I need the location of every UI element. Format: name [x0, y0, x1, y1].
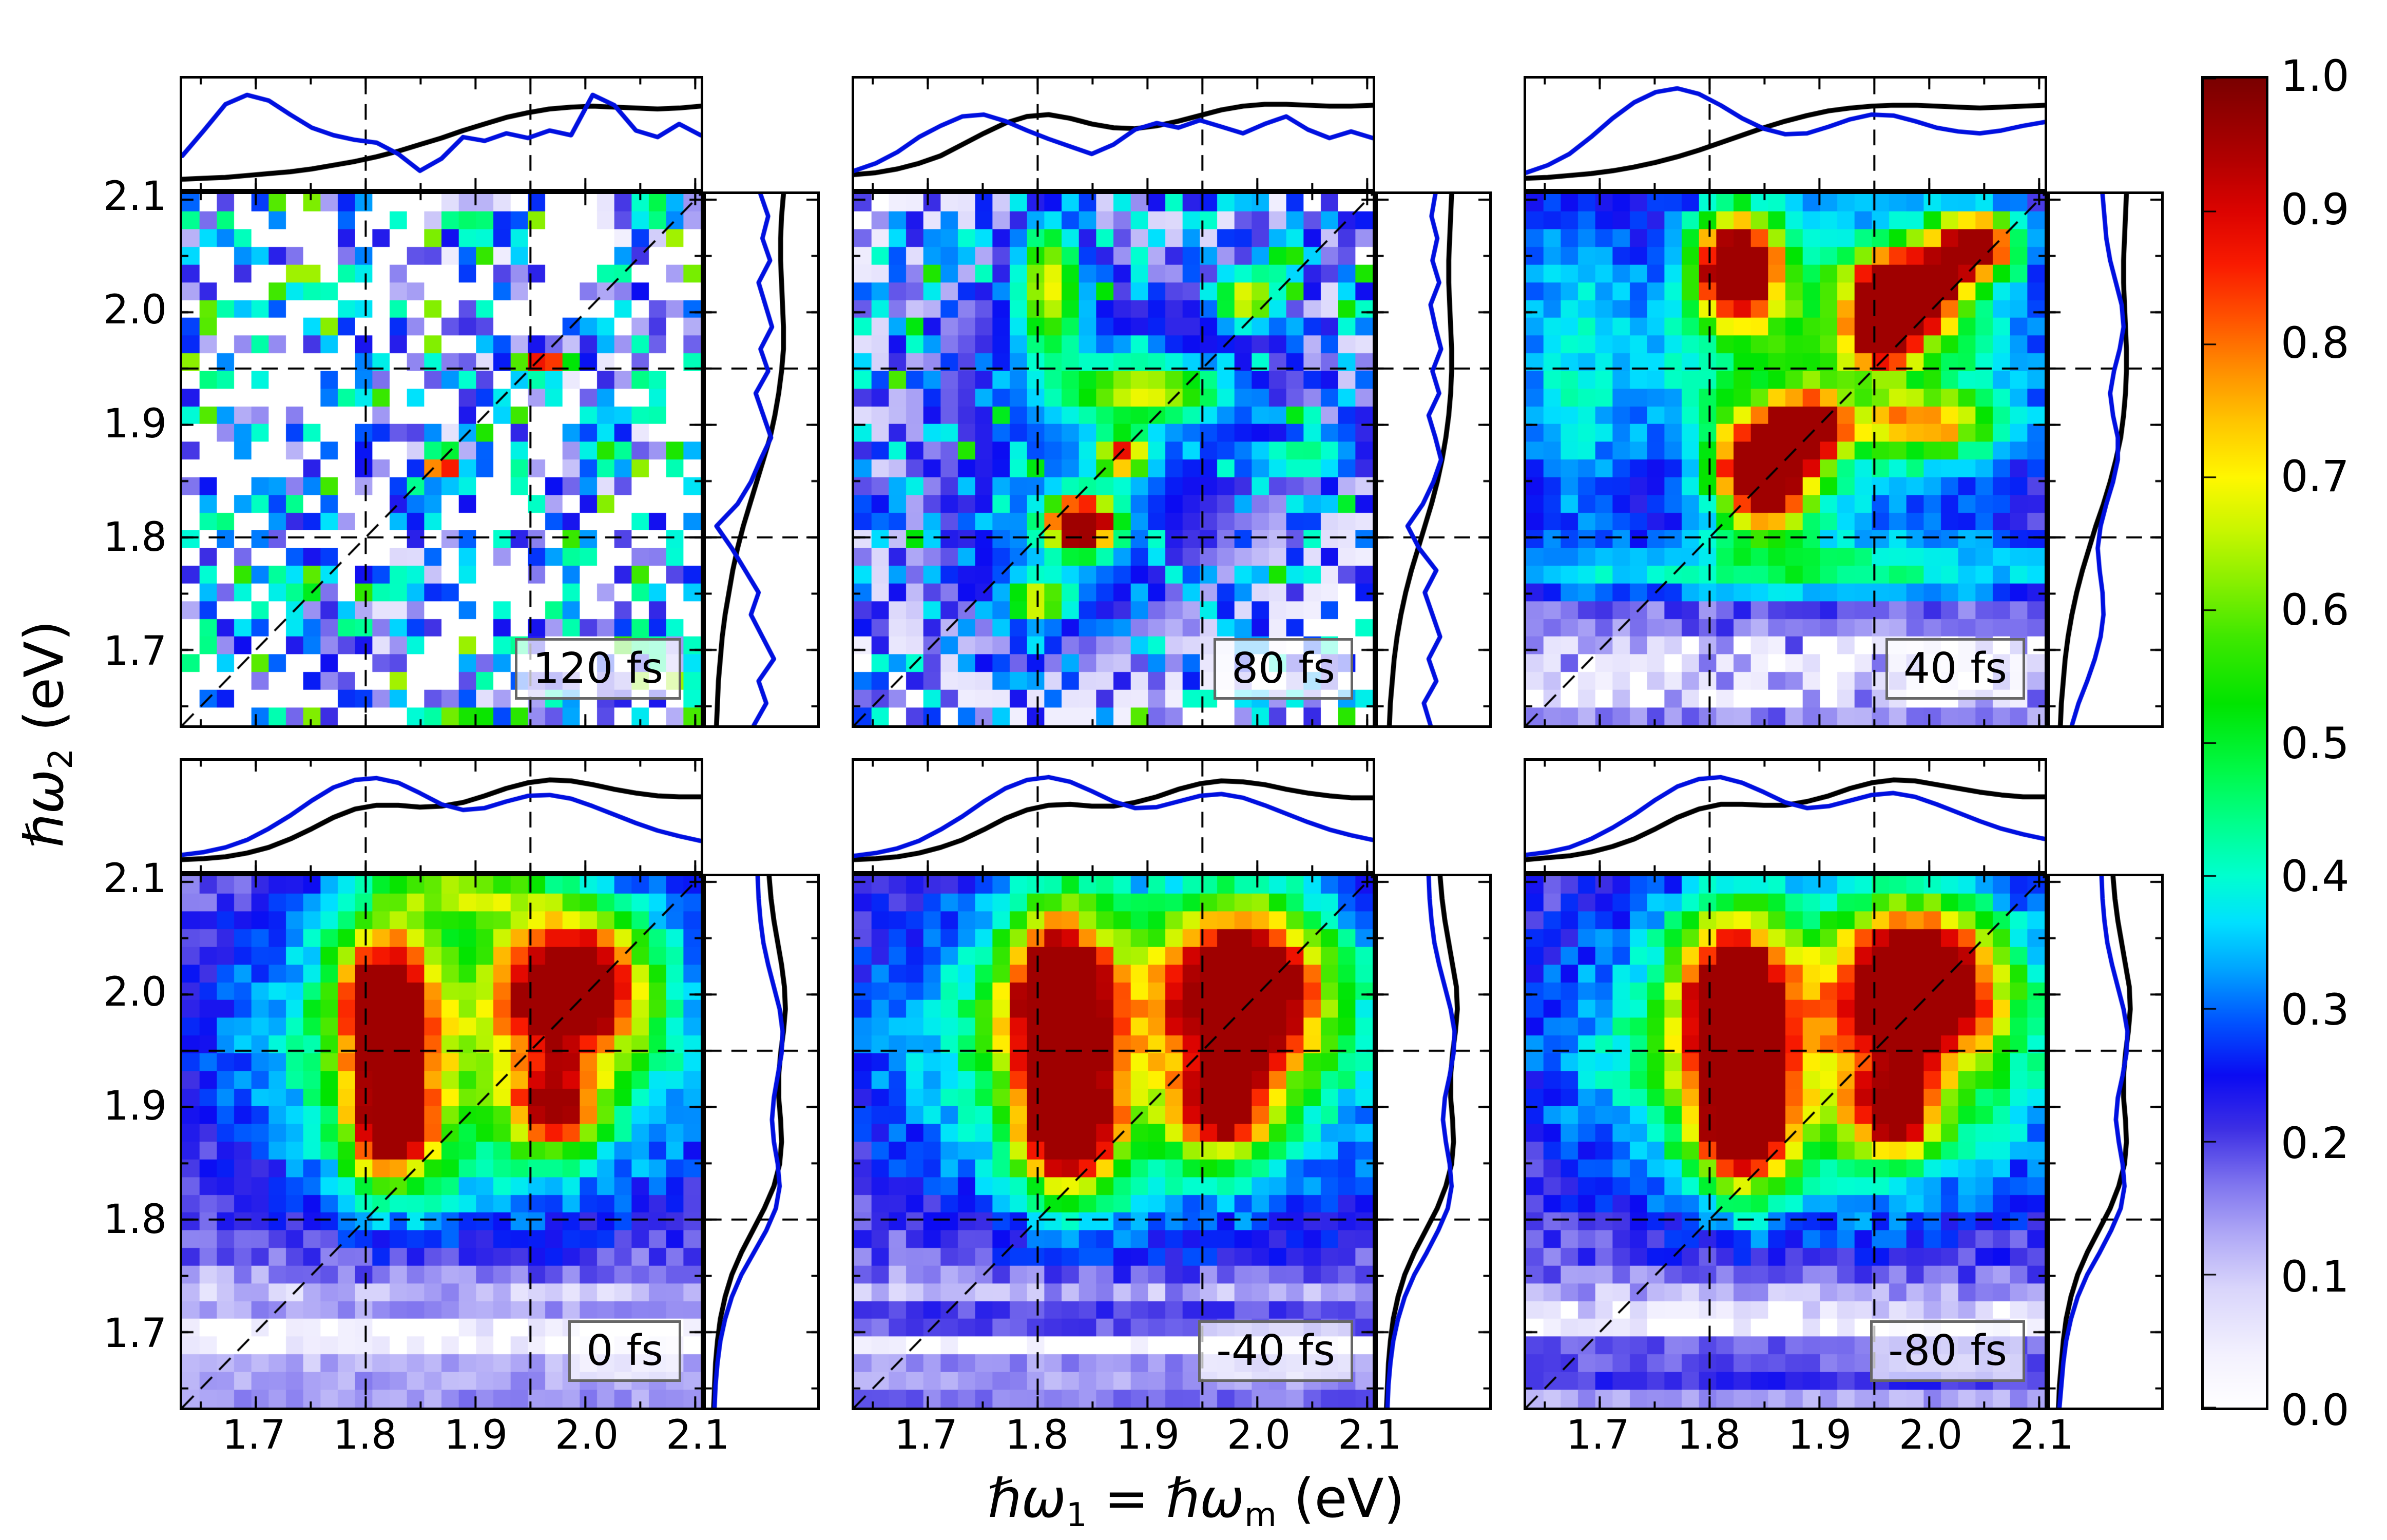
right-marginal-panel-4: [1375, 874, 1492, 1410]
x-tick-label-col2-0: 1.7: [1566, 1412, 1630, 1458]
x-tick-label-col0-2: 1.9: [444, 1412, 508, 1458]
heatmap-panel-4: -40 fs: [852, 874, 1375, 1410]
colorbar-tick-label-1: 0.9: [2281, 184, 2350, 235]
top-marginal-curves-4: [854, 761, 1373, 871]
x-tick-label-col1-0: 1.7: [894, 1412, 958, 1458]
colorbar-tick-label-4: 0.6: [2281, 584, 2350, 635]
x-tick-label-col2-1: 1.8: [1677, 1412, 1741, 1458]
time-delay-box-1: 80 fs: [1214, 638, 1353, 700]
top-marginal-curves-2: [1526, 79, 2045, 189]
right-marginal-curves-4: [1378, 876, 1489, 1408]
x-tick-label-col2-4: 2.1: [2010, 1412, 2074, 1458]
top-marginal-panel-3: [180, 758, 703, 874]
right-marginal-panel-0: [703, 191, 820, 728]
heatmap-canvas-1: [854, 194, 1373, 725]
right-marginal-curves-2: [2050, 194, 2161, 725]
right-marginal-panel-5: [2047, 874, 2164, 1410]
x-tick-label-col0-1: 1.8: [333, 1412, 397, 1458]
colorbar-tick-label-6: 0.4: [2281, 851, 2350, 902]
heatmap-panel-0: 120 fs: [180, 191, 703, 728]
y-tick-label-row0-2: 1.9: [103, 400, 167, 447]
x-tick-label-col0-4: 2.1: [666, 1412, 730, 1458]
time-delay-label: -80 fs: [1888, 1326, 2007, 1375]
y-tick-label-row1-4: 1.7: [103, 1310, 167, 1357]
x-tick-label-col0-3: 2.0: [555, 1412, 619, 1458]
right-marginal-curves-1: [1378, 194, 1489, 725]
x-axis-label-part-4: m: [1244, 1496, 1277, 1535]
top-marginal-panel-5: [1524, 758, 2047, 874]
heatmap-canvas-2: [1526, 194, 2045, 725]
y-tick-label-row1-1: 2.0: [103, 969, 167, 1016]
x-tick-label-col1-1: 1.8: [1005, 1412, 1069, 1458]
x-axis-label-part-2: =: [1087, 1467, 1166, 1530]
x-tick-label-col1-4: 2.1: [1338, 1412, 1402, 1458]
colorbar-tick-label-8: 0.2: [2281, 1118, 2350, 1169]
heatmap-panel-1: 80 fs: [852, 191, 1375, 728]
right-marginal-curves-0: [706, 194, 817, 725]
x-axis-label-part-5: (eV): [1276, 1467, 1405, 1530]
right-marginal-curves-5: [2050, 876, 2161, 1408]
y-tick-label-row1-2: 1.9: [103, 1083, 167, 1129]
top-marginal-panel-1: [852, 76, 1375, 191]
colorbar-tick-label-10: 0.0: [2281, 1385, 2350, 1435]
colorbar-tick-label-7: 0.3: [2281, 985, 2350, 1035]
time-delay-label: -40 fs: [1216, 1326, 1335, 1375]
heatmap-panel-5: -80 fs: [1524, 874, 2047, 1410]
colorbar-tick-label-9: 0.1: [2281, 1252, 2350, 1302]
heatmap-canvas-5: [1526, 876, 2045, 1408]
y-tick-label-row0-0: 2.1: [103, 174, 167, 220]
heatmap-canvas-3: [182, 876, 701, 1408]
right-marginal-panel-1: [1375, 191, 1492, 728]
y-tick-label-row1-3: 1.8: [103, 1197, 167, 1243]
x-tick-label-col2-2: 1.9: [1787, 1412, 1852, 1458]
x-axis-label-part-0: ℏω: [987, 1467, 1066, 1530]
right-marginal-curves-3: [706, 876, 817, 1408]
x-axis-label: ℏω1 = ℏωm (eV): [898, 1467, 1494, 1534]
time-delay-box-2: 40 fs: [1885, 638, 2025, 700]
x-tick-label-col1-2: 1.9: [1115, 1412, 1180, 1458]
x-tick-label-col0-0: 1.7: [222, 1412, 286, 1458]
x-axis-label-part-1: 1: [1066, 1496, 1087, 1535]
y-tick-label-row0-3: 1.8: [103, 514, 167, 561]
colorbar-tick-label-2: 0.8: [2281, 317, 2350, 368]
top-marginal-panel-2: [1524, 76, 2047, 191]
heatmap-panel-2: 40 fs: [1524, 191, 2047, 728]
time-delay-label: 80 fs: [1231, 644, 1335, 693]
time-delay-box-0: 120 fs: [514, 638, 681, 700]
colorbar-tick-label-5: 0.5: [2281, 718, 2350, 768]
top-marginal-curves-1: [854, 79, 1373, 189]
time-delay-box-5: -80 fs: [1870, 1320, 2025, 1382]
right-marginal-panel-2: [2047, 191, 2164, 728]
top-marginal-panel-4: [852, 758, 1375, 874]
top-marginal-panel-0: [180, 76, 703, 191]
time-delay-label: 0 fs: [586, 1326, 663, 1375]
heatmap-panel-3: 0 fs: [180, 874, 703, 1410]
x-axis-label-part-3: ℏω: [1166, 1467, 1245, 1530]
right-marginal-panel-3: [703, 874, 820, 1410]
time-delay-box-3: 0 fs: [568, 1320, 681, 1382]
x-tick-label-col1-3: 2.0: [1227, 1412, 1291, 1458]
heatmap-canvas-4: [854, 876, 1373, 1408]
colorbar-gradient: [2204, 79, 2266, 1408]
colorbar-bar: [2201, 76, 2268, 1410]
y-tick-label-row0-4: 1.7: [103, 628, 167, 675]
top-marginal-curves-5: [1526, 761, 2045, 871]
time-delay-label: 40 fs: [1903, 644, 2007, 693]
time-delay-box-4: -40 fs: [1198, 1320, 1353, 1382]
time-delay-label: 120 fs: [532, 644, 663, 693]
heatmap-canvas-0: [182, 194, 701, 725]
y-tick-label-row1-0: 2.1: [103, 856, 167, 902]
colorbar-tick-label-0: 1.0: [2281, 51, 2350, 101]
x-tick-label-col2-3: 2.0: [1899, 1412, 1963, 1458]
colorbar-tick-label-3: 0.7: [2281, 451, 2350, 502]
y-axis-label-part-2: (eV): [13, 620, 75, 748]
y-axis-label: ℏω2 (eV): [13, 554, 90, 914]
y-tick-label-row0-1: 2.0: [103, 287, 167, 334]
y-axis-label-part-0: ℏω: [13, 769, 75, 848]
top-marginal-curves-0: [182, 79, 701, 189]
y-axis-label-part-1: 2: [42, 748, 81, 769]
top-marginal-curves-3: [182, 761, 701, 871]
